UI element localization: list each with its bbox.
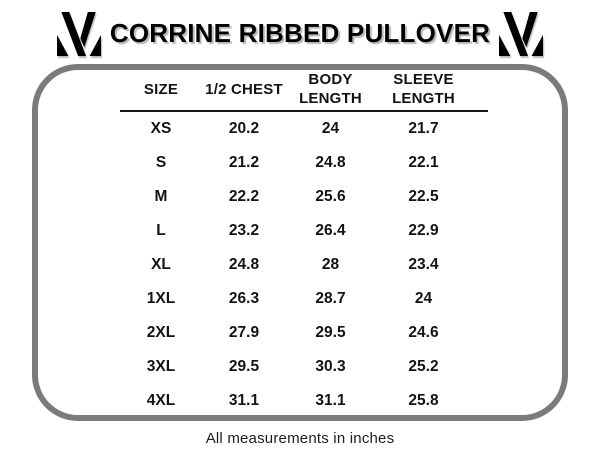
table-row: XS 20.2 24 21.7 xyxy=(120,112,488,146)
table-cell: 26.3 xyxy=(228,290,260,307)
table-cell: XS xyxy=(150,120,172,137)
table-cell: 31.1 xyxy=(315,392,346,409)
table-row: S 21.2 24.8 22.1 xyxy=(120,146,488,180)
table-cell: 30.3 xyxy=(315,358,346,375)
table-cell: 20.2 xyxy=(228,120,260,137)
table-cell: 23.2 xyxy=(228,222,260,239)
table-cell: 29.5 xyxy=(315,324,346,341)
table-cell: 25.6 xyxy=(315,188,346,205)
table-row: 1XL 26.3 28.7 24 xyxy=(120,282,488,316)
table-cell: 4XL xyxy=(146,392,176,409)
table-cell: 23.4 xyxy=(408,256,439,273)
table-cell: 25.2 xyxy=(408,358,439,375)
table-cell: L xyxy=(156,222,166,239)
table-cell: 25.8 xyxy=(408,392,439,409)
table-cell: 24.8 xyxy=(315,154,346,171)
table-cell: 22.1 xyxy=(408,154,439,171)
table-cell: 21.2 xyxy=(228,154,260,171)
table-cell: XL xyxy=(151,256,171,273)
table-row: 2XL 27.9 29.5 24.6 xyxy=(120,316,488,350)
table-cell: 28.7 xyxy=(315,290,346,307)
size-chart-frame: SIZE 1/2 CHEST BODY LENGTH SLEEVE LENGTH… xyxy=(32,64,568,421)
table-row: XL 24.8 28 23.4 xyxy=(120,248,488,282)
size-table-body: XS 20.2 24 21.7 S 21.2 24.8 22.1 M 22.2 25.6 22.5 L 2… xyxy=(120,112,488,415)
brand-logo-left xyxy=(56,11,101,57)
table-row: M 22.2 25.6 22.5 xyxy=(120,180,488,214)
table-cell: 1XL xyxy=(146,290,176,307)
title-bar: CORRINE RIBBED PULLOVER xyxy=(0,0,600,60)
table-cell: 24 xyxy=(414,290,433,307)
m-monogram-icon xyxy=(56,11,101,56)
table-cell: 22.5 xyxy=(408,188,439,205)
table-cell: 31.1 xyxy=(228,392,260,409)
header-divider xyxy=(120,110,488,112)
brand-logo-right xyxy=(499,11,544,57)
column-header-half-chest: 1/2 CHEST xyxy=(205,80,283,98)
column-header-body-length: BODY LENGTH xyxy=(299,71,362,107)
table-row: 3XL 29.5 30.3 25.2 xyxy=(120,350,488,384)
product-title: CORRINE RIBBED PULLOVER xyxy=(109,18,491,48)
size-table: SIZE 1/2 CHEST BODY LENGTH SLEEVE LENGTH… xyxy=(120,70,488,415)
table-cell: 24.6 xyxy=(408,324,439,341)
table-cell: 2XL xyxy=(146,324,176,341)
table-row: L 23.2 26.4 22.9 xyxy=(120,214,488,248)
table-cell: S xyxy=(155,154,167,171)
table-cell: 29.5 xyxy=(228,358,260,375)
table-cell: 3XL xyxy=(146,358,176,375)
table-cell: 28 xyxy=(321,256,340,273)
table-cell: 22.9 xyxy=(408,222,439,239)
table-cell: M xyxy=(154,188,168,205)
table-cell: 21.7 xyxy=(408,120,439,137)
m-monogram-icon xyxy=(499,11,544,56)
table-cell: 26.4 xyxy=(315,222,346,239)
table-cell: 22.2 xyxy=(228,188,260,205)
column-header-sleeve-length: SLEEVE LENGTH xyxy=(392,71,455,107)
table-header-row: SIZE 1/2 CHEST BODY LENGTH SLEEVE LENGTH xyxy=(120,70,488,110)
table-row: 4XL 31.1 31.1 25.8 xyxy=(120,384,488,415)
table-cell: 24.8 xyxy=(228,256,260,273)
table-cell: 27.9 xyxy=(228,324,260,341)
column-header-size: SIZE xyxy=(143,80,179,98)
table-cell: 24 xyxy=(321,120,340,137)
measurement-note: All measurements in inches xyxy=(205,430,395,447)
